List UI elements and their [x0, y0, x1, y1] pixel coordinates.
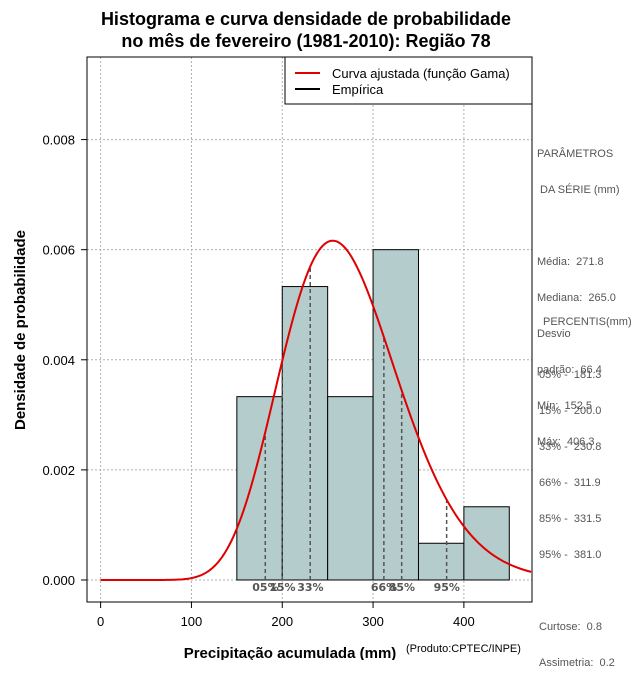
y-tick-label-0: 0.000	[42, 573, 75, 588]
x-axis-title: Precipitação acumulada (mm)	[184, 645, 397, 660]
fitted-curve-layer	[100, 239, 532, 581]
param-min: Mín: 152.5	[537, 400, 593, 412]
y-tick-label-1: 0.002	[42, 463, 75, 478]
param-mean: Média: 271.8	[537, 256, 604, 268]
x-tick-label-0: 0	[97, 614, 104, 629]
spacer	[537, 220, 620, 232]
params-title-line-2: DA SÉRIE (mm)	[537, 184, 620, 196]
y-tick-label-4: 0.008	[42, 133, 75, 148]
param-sd-label: Desvio	[537, 328, 571, 340]
spacer	[539, 585, 615, 597]
percentile-label-15%: 15%	[269, 581, 295, 594]
histogram-bar-6	[463, 506, 510, 581]
x-tick-label-200: 200	[271, 614, 293, 629]
param-median: Mediana: 265.0	[537, 292, 616, 304]
histogram-bar-4	[372, 249, 419, 581]
legend-empirical-label: Empírica	[332, 82, 384, 97]
histogram-bar-3	[327, 396, 374, 581]
x-tick-label-100: 100	[181, 614, 203, 629]
percentile-label-85%: 85%	[389, 581, 415, 594]
percentil-33: 33% - 230.8	[539, 441, 602, 453]
percentil-66: 66% - 311.9	[539, 477, 601, 489]
chart-title-line-1: Histograma e curva densidade de probabil…	[101, 9, 511, 29]
y-tick-label-3: 0.006	[42, 243, 75, 258]
percentil-15: 15% - 200.0	[539, 405, 602, 417]
histogram-bar-1	[236, 396, 283, 581]
percentis-panel: 05% - 181.3 15% - 200.0 33% - 230.8 66% …	[539, 345, 615, 681]
legend-fitted-label: Curva ajustada (função Gama)	[332, 66, 510, 81]
params-title-line-1: PARÂMETROS	[537, 148, 614, 160]
param-max: Máx: 406.3	[537, 436, 595, 448]
credit-text: (Produto:CPTEC/INPE)	[406, 643, 521, 655]
histogram-chart: Histograma e curva densidade de probabil…	[12, 9, 533, 660]
percentil-05: 05% - 181.3	[539, 369, 602, 381]
percentile-label-05%: 05%	[252, 581, 278, 594]
stat-skewness: Assimetria: 0.2	[539, 657, 615, 669]
percentile-label-66%: 66%	[371, 581, 397, 594]
x-tick-label-300: 300	[362, 614, 384, 629]
stat-kurtosis: Curtose: 0.8	[539, 621, 602, 633]
percentile-label-33%: 33%	[297, 581, 323, 594]
axes: 0 100 200 300 400 0.000 0.002 0.004 0.006 0.008	[42, 133, 474, 629]
percentil-85: 85% - 331.5	[539, 513, 602, 525]
chart-title-line-2: no mês de fevereiro (1981-2010): Região …	[121, 31, 490, 51]
legend-box	[284, 56, 533, 105]
y-axis-title: Densidade de probabilidade	[12, 230, 29, 430]
param-sd: padrão: 66.4	[537, 364, 602, 376]
percentil-95: 95% - 381.0	[539, 549, 602, 561]
histogram-bar-2	[281, 286, 329, 581]
legend: Curva ajustada (função Gama) Empírica	[284, 56, 533, 105]
histogram-bars	[236, 249, 510, 581]
percentile-markers: 05%15% 33% 66%85% 95%	[252, 266, 460, 594]
fitted-gamma-curve	[100, 239, 532, 581]
params-panel: PARÂMETROS DA SÉRIE (mm) Média: 271.8 Me…	[537, 124, 620, 460]
percentis-title: PERCENTIS(mm)	[543, 316, 632, 328]
histogram-bar-5	[417, 542, 465, 581]
percentile-label-95%: 95%	[434, 581, 460, 594]
y-tick-label-2: 0.004	[42, 353, 75, 368]
x-tick-label-400: 400	[453, 614, 475, 629]
